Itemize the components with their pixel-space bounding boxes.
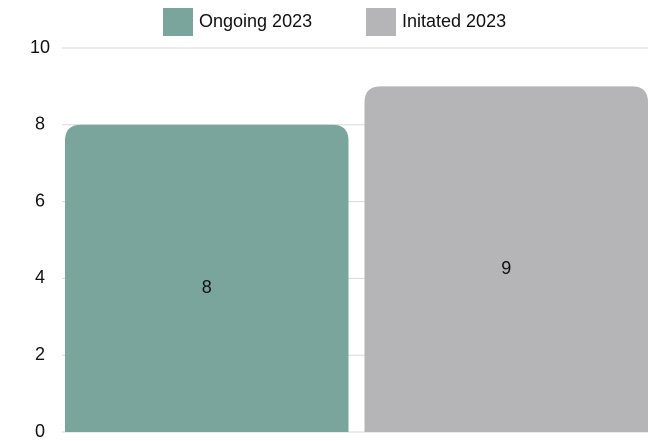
y-tick-label: 10 [30, 37, 50, 57]
bar [364, 86, 648, 433]
y-tick-label: 2 [35, 344, 45, 364]
legend-swatch [366, 8, 396, 36]
data-label: 8 [202, 277, 212, 297]
legend-label: Ongoing 2023 [199, 11, 312, 31]
data-label: 9 [501, 258, 511, 278]
y-tick-label: 6 [35, 190, 45, 210]
legend-label: Initated 2023 [402, 11, 506, 31]
y-tick-label: 4 [35, 267, 45, 287]
y-tick-label: 0 [35, 421, 45, 441]
legend-swatch [163, 8, 193, 36]
bar [65, 124, 349, 433]
y-tick-label: 8 [35, 114, 45, 134]
